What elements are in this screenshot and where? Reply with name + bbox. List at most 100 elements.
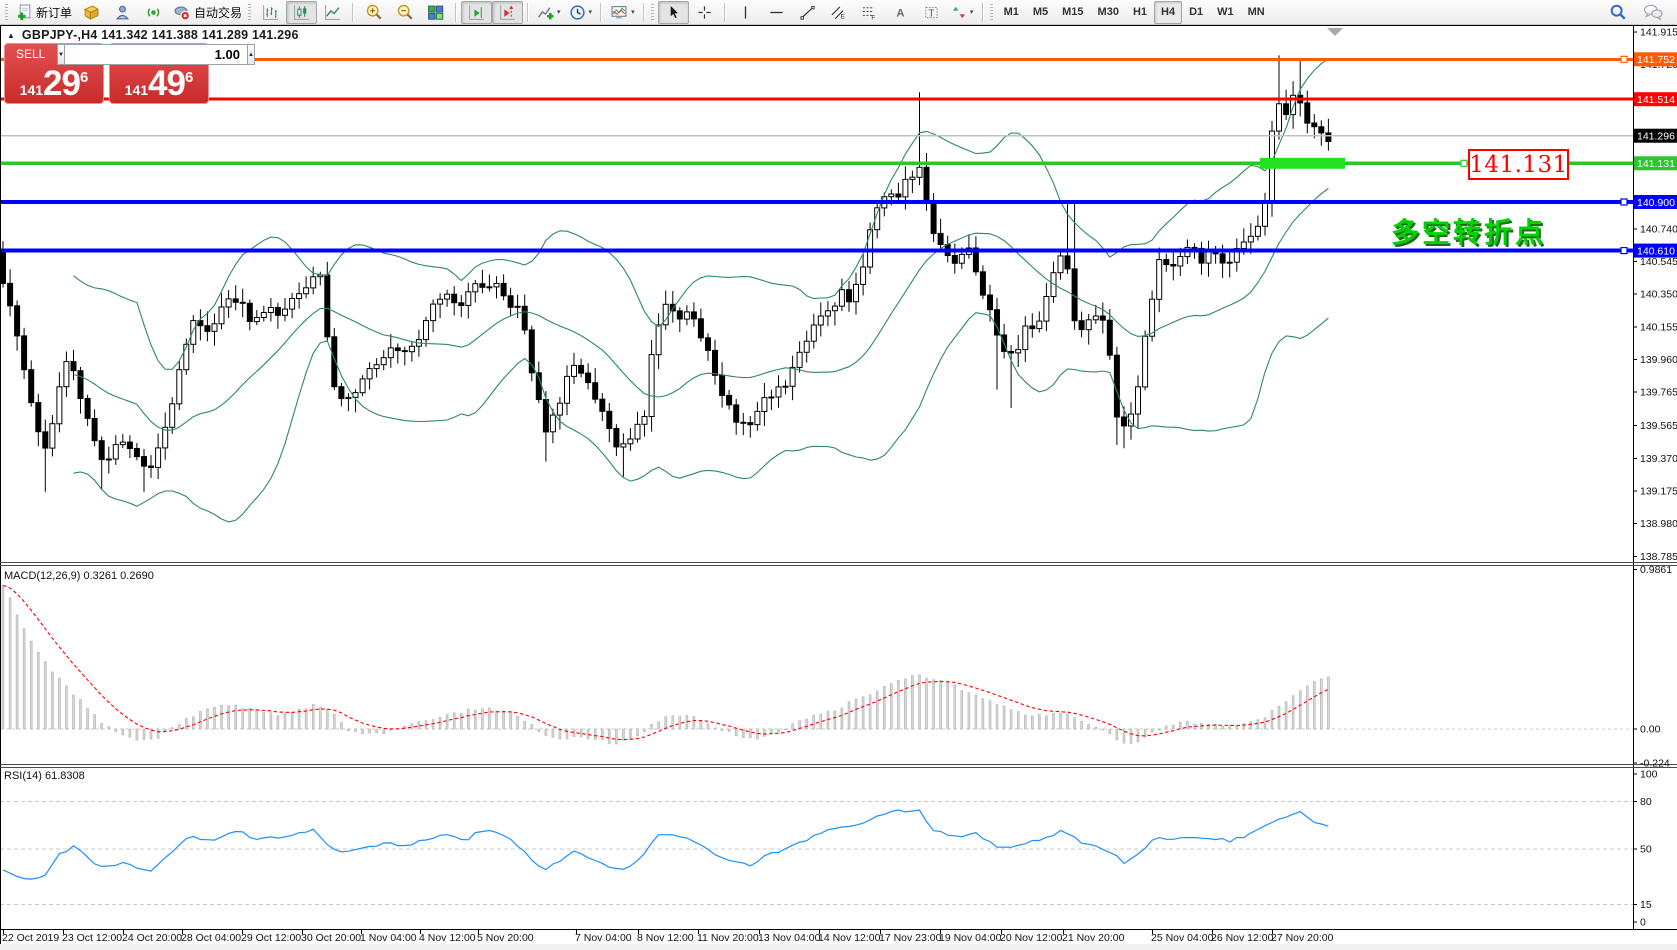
horizontal-line-tool-button[interactable] [761,1,792,24]
svg-text:139.960: 139.960 [1640,354,1677,366]
sell-button[interactable]: SELL 141296 [4,43,104,104]
timeframe-button-D1[interactable]: D1 [1189,6,1204,18]
timeframe-button-MN[interactable]: MN [1247,6,1265,18]
svg-text:141.514: 141.514 [1637,94,1675,106]
price-axis[interactable]: 141.915141.720140.740140.545140.350140.1… [1633,27,1677,563]
svg-text:139.565: 139.565 [1640,420,1677,432]
chart-shift-button[interactable] [492,0,524,24]
chart-window[interactable]: 141.915141.720140.740140.545140.350140.1… [0,25,1677,950]
volume-input[interactable] [64,44,247,65]
new-order-button[interactable]: 新订单 [12,1,76,24]
dropdown-caret-icon: ▾ [969,8,974,16]
rsi-line [2,809,1329,880]
svg-text:22 Oct 2019: 22 Oct 2019 [2,932,59,944]
price-badge: 140.610 [1634,243,1677,258]
tile-windows-button[interactable] [420,1,451,24]
periods-button[interactable]: ▾ [565,1,597,24]
text-tool-button[interactable]: A [885,1,916,24]
horizontal-level-lines[interactable] [0,55,1633,255]
toolbar-separator [352,2,355,22]
svg-text:14 Nov 12:00: 14 Nov 12:00 [818,932,881,944]
tile-windows-icon [427,4,444,21]
auto-scroll-button[interactable] [461,0,493,24]
shapes-tool-button[interactable]: ▾ [947,1,978,24]
vertical-line-icon [738,5,753,20]
timeframe-button-M15[interactable]: M15 [1062,6,1084,18]
svg-text:140.740: 140.740 [1640,223,1677,235]
rsi-indicator-label: RSI(14) 61.8308 [4,770,85,782]
svg-text:27 Nov 20:00: 27 Nov 20:00 [1271,932,1334,944]
svg-text:140.350: 140.350 [1640,289,1677,301]
price-badge: 141.131 [1634,156,1677,171]
zoom-in-button[interactable] [358,1,389,24]
profile-book-icon [83,4,100,21]
highlight-band [1260,157,1345,169]
signals-button[interactable] [138,1,169,24]
macd-signal-line [2,584,1329,741]
volume-decrease-button[interactable]: ▼ [57,44,65,65]
toolbar-separator [642,2,645,22]
timeframe-button-W1[interactable]: W1 [1217,6,1234,18]
chart-title: GBPJPY-,H4 141.342 141.388 141.289 141.2… [21,28,299,42]
svg-text:80: 80 [1640,796,1652,808]
cursor-tool-button[interactable] [657,0,689,24]
profile-button[interactable] [76,1,107,24]
svg-text:140.610: 140.610 [1637,245,1675,257]
text-a-icon: A [893,5,908,20]
one-click-trading-panel: SELL 141296 BUY 141496 ▼ ▲ [4,43,255,104]
bar-chart-button[interactable] [255,1,286,24]
svg-text:F: F [871,14,875,19]
trendline-tool-button[interactable] [792,1,823,24]
channel-tool-button[interactable]: E [823,1,854,24]
macd-indicator-label: MACD(12,26,9) 0.3261 0.2690 [4,570,154,582]
autotrade-button[interactable]: 自动交易 [169,1,246,24]
price-badge: 141.752 [1634,52,1677,67]
chart-shift-marker-icon[interactable] [1327,28,1343,36]
label-tool-button[interactable]: T [916,1,947,24]
macd-axis[interactable]: 0.9861 0.00 -0.224 [1633,564,1672,770]
svg-text:100: 100 [1640,769,1658,781]
candlestick-chart-button[interactable] [286,0,318,24]
turning-point-annotation[interactable]: 多空转折点 [1391,217,1547,248]
svg-text:8 Nov 12:00: 8 Nov 12:00 [637,932,694,944]
volume-increase-button[interactable]: ▲ [246,44,255,65]
templates-button[interactable]: ▾ [606,1,639,24]
svg-text:50: 50 [1640,844,1652,856]
autotrade-label: 自动交易 [194,5,243,20]
timeframe-button-M1[interactable]: M1 [1003,6,1019,18]
zoom-out-button[interactable] [389,1,420,24]
svg-text:29 Oct 12:00: 29 Oct 12:00 [241,932,301,944]
panel-collapse-icon[interactable]: ▲ [7,30,15,40]
svg-text:17 Nov 23:00: 17 Nov 23:00 [879,932,942,944]
svg-text:1 Nov 04:00: 1 Nov 04:00 [360,932,417,944]
price-badge: 140.900 [1634,195,1677,209]
svg-text:A: A [896,7,904,19]
vertical-line-tool-button[interactable] [730,1,761,24]
template-icon [610,4,628,21]
line-chart-button[interactable] [317,1,348,24]
autotrade-icon [173,4,191,21]
clock-icon [569,4,586,21]
dropdown-caret-icon: ▾ [557,8,561,16]
chart-canvas[interactable]: 141.915141.720140.740140.545140.350140.1… [0,25,1677,950]
timeframe-button-M5[interactable]: M5 [1032,6,1049,18]
timeframe-button-H1[interactable]: H1 [1132,6,1148,18]
timeframe-button-M30[interactable]: M30 [1097,6,1119,18]
svg-text:0.9861: 0.9861 [1640,564,1672,576]
new-order-icon [16,4,33,21]
zoom-in-icon [365,3,383,21]
price-badge: 141.514 [1634,92,1677,107]
search-button[interactable] [1602,1,1633,24]
price-level-annotation[interactable]: 141.131 [1468,149,1569,180]
indicators-button[interactable]: ▾ [533,1,565,24]
crosshair-tool-button[interactable] [689,1,720,24]
chat-button[interactable] [1637,1,1668,24]
fibonacci-tool-button[interactable]: F [854,1,885,24]
market-watch-button[interactable] [107,1,138,24]
line-chart-icon [324,4,341,21]
timeframe-button-H4[interactable]: H4 [1154,0,1183,24]
toolbar-grip [248,3,252,21]
rsi-axis[interactable]: 100 80 50 15 0 [1633,769,1658,929]
svg-text:25 Nov 04:00: 25 Nov 04:00 [1151,932,1214,944]
